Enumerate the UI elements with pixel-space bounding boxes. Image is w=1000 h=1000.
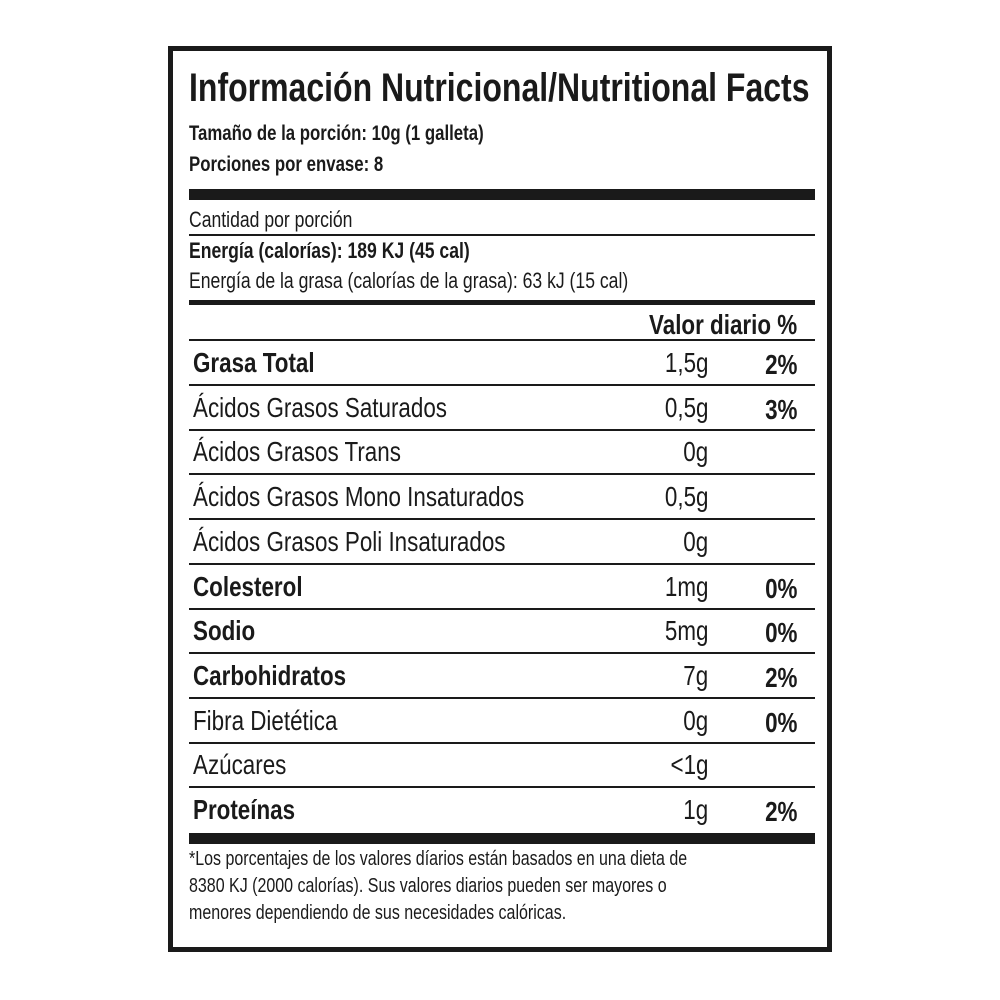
nutrient-amount: 1,5g [664,347,708,378]
daily-value-percent: 2% [764,661,797,693]
nutrient-amount: <1g [670,749,708,781]
divider [189,339,815,341]
nutrient-name: Ácidos Grasos Poli Insaturados [193,525,506,557]
nutrient-row: Ácidos Grasos Saturados 0,5g 3% [189,386,815,431]
daily-value-percent: 0% [764,706,797,738]
nutrient-name: Ácidos Grasos Trans [193,436,401,468]
nutrient-amount: 0g [683,436,708,468]
fat-energy: Energía de la grasa (calorías de la gras… [189,268,629,293]
footnote: *Los porcentajes de los valores díarios … [189,846,812,927]
footnote-line: 8380 KJ (2000 calorías). Sus valores dia… [189,875,667,897]
daily-value-percent: 2% [764,796,797,827]
nutrient-amount: 0,5g [664,481,708,513]
nutrient-name: Azúcares [193,749,287,781]
nutrient-name: Fibra Dietética [193,704,338,736]
label-border [168,46,832,952]
nutrient-name: Colesterol [193,570,303,602]
nutrient-amount: 0,5g [664,391,708,423]
nutrient-name: Sodio [193,615,256,647]
nutrient-row: Ácidos Grasos Mono Insaturados 0,5g [189,475,815,521]
daily-value-percent: 0% [764,572,797,604]
nutrient-row: Colesterol 1mg 0% [189,565,815,610]
nutrient-row: Ácidos Grasos Poli Insaturados 0g [189,520,815,565]
footnote-line: *Los porcentajes de los valores díarios … [189,848,688,870]
energy: Energía (calorías): 189 KJ (45 cal) [189,238,470,263]
nutrient-row: Azúcares <1g [189,743,815,789]
thick-divider [189,833,815,844]
servings-per-container: Porciones por envase: 8 [189,153,384,176]
nutrient-amount: 1g [683,794,708,825]
nutrient-name: Proteínas [193,794,296,825]
nutrient-row: Fibra Dietética 0g 0% [189,699,815,744]
nutrient-amount: 0g [683,525,708,557]
nutrient-row: Ácidos Grasos Trans 0g [189,430,815,476]
daily-value-percent: 0% [764,617,797,649]
nutrient-amount: 5mg [664,615,708,647]
nutrient-row: Grasa Total 1,5g 2% [189,341,815,386]
divider [189,234,815,236]
daily-value-header: Valor diario % [648,309,797,340]
serving-size: Tamaño de la porción: 10g (1 galleta) [189,122,484,145]
label-title: Información Nutricional/Nutritional Fact… [189,66,810,110]
nutrient-row: Sodio 5mg 0% [189,609,815,655]
footnote-line: menores dependiendo de sus necesidades c… [189,902,567,924]
medium-divider [189,300,815,305]
nutrient-row: Carbohidratos 7g 2% [189,654,815,699]
nutrient-name: Carbohidratos [193,659,347,691]
daily-value-percent: 3% [764,393,797,425]
nutrient-amount: 1mg [664,570,708,602]
nutrient-row: Proteínas 1g 2% [189,788,815,833]
amount-per-serving: Cantidad por porción [189,207,353,232]
nutrient-amount: 7g [683,659,708,691]
nutrient-name: Grasa Total [193,347,315,378]
nutrient-name: Ácidos Grasos Saturados [193,391,447,423]
daily-value-percent: 2% [764,349,797,380]
nutrient-name: Ácidos Grasos Mono Insaturados [193,481,525,513]
thick-divider [189,189,815,200]
nutrient-amount: 0g [683,704,708,736]
